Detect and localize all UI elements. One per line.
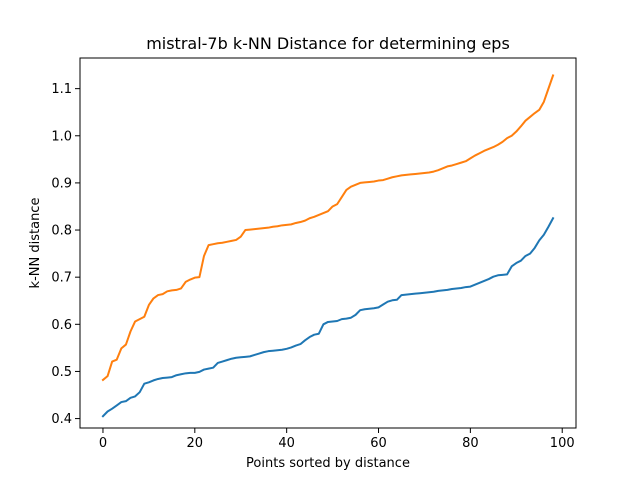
y-axis-label: k-NN distance <box>28 198 43 289</box>
x-tick-label: 20 <box>187 436 204 451</box>
x-tick-label: 60 <box>370 436 387 451</box>
y-tick-label: 0.9 <box>51 176 72 191</box>
y-axis: 0.4 0.5 0.6 0.7 0.8 0.9 1.0 1.1 <box>51 82 80 427</box>
y-tick-label: 0.7 <box>51 271 72 286</box>
x-tick-label: 40 <box>278 436 295 451</box>
series-layer <box>101 74 555 418</box>
x-tick-label: 0 <box>99 436 107 451</box>
y-tick-label: 1.1 <box>51 82 72 97</box>
plot-frame <box>79 57 577 429</box>
x-tick-label: 80 <box>462 436 479 451</box>
y-tick-label: 0.6 <box>51 318 72 333</box>
series-line-1 <box>101 216 555 418</box>
x-axis: 0 20 40 60 80 100 <box>99 428 575 451</box>
y-tick-label: 0.4 <box>51 412 72 427</box>
x-tick-label: 100 <box>550 436 575 451</box>
y-tick-label: 0.8 <box>51 224 72 239</box>
chart-title: mistral-7b k-NN Distance for determining… <box>146 34 510 53</box>
x-axis-label: Points sorted by distance <box>246 456 410 471</box>
y-tick-label: 0.5 <box>51 365 72 380</box>
series-line-2 <box>101 74 555 382</box>
y-tick-label: 1.0 <box>51 129 72 144</box>
